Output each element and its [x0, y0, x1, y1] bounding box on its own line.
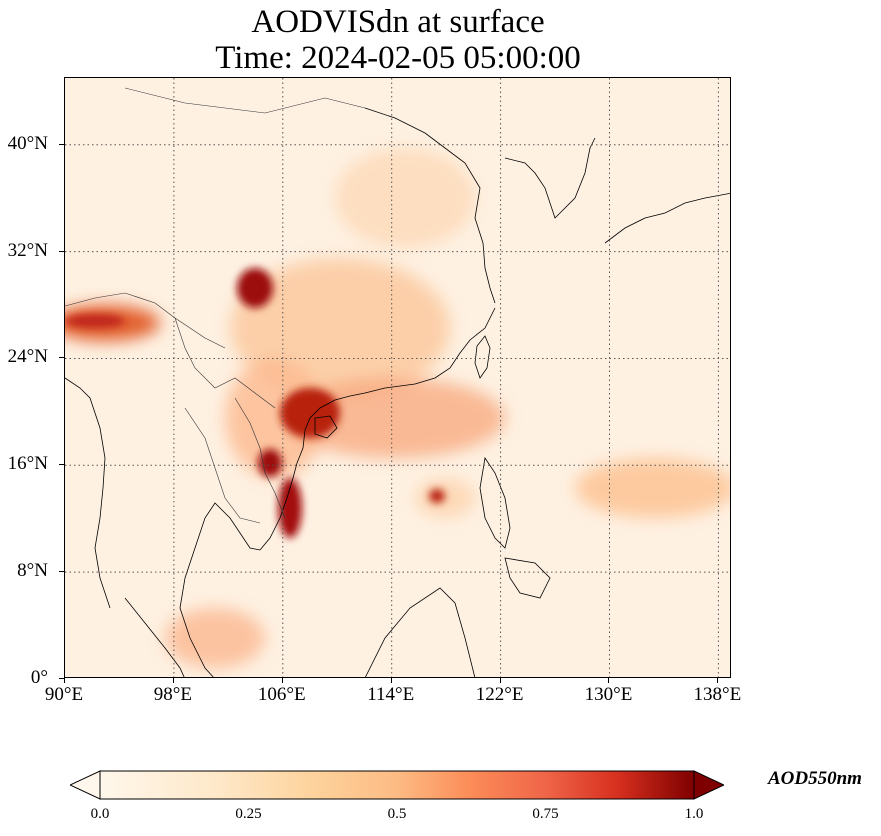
coastline-indochina [179, 502, 261, 677]
map-canvas [65, 78, 730, 677]
x-tick-label: 90°E [44, 684, 84, 705]
aod-field-plumes [65, 148, 730, 668]
coastline-japan [604, 192, 730, 244]
x-tick-label: 98°E [153, 684, 192, 705]
border-himalaya [65, 292, 226, 349]
coastline-korea [504, 137, 596, 219]
aod-hotspot-philippines [429, 489, 445, 503]
aod-plume-south-china-sea [285, 378, 505, 458]
colorbar-gradient [99, 770, 695, 800]
coastline-mindanao [504, 557, 551, 599]
title-line-2: Time: 2024-02-05 05:00:00 [215, 40, 581, 76]
colorbar [68, 770, 726, 800]
colorbar-tick-label: 0.75 [532, 806, 559, 822]
aod-hotspot-gulf-tonkin [280, 388, 340, 438]
country-borders [65, 87, 366, 524]
coastline-bay-bengal [65, 377, 111, 609]
coastline-sumatra [124, 597, 185, 677]
aod-plume-luzon-strait [415, 478, 475, 518]
x-tick-label: 114°E [367, 684, 415, 705]
colorbar-tick-label: 1.0 [684, 806, 704, 822]
x-tick-mark [281, 678, 283, 683]
title-line-1: AODVISdn at surface [251, 4, 545, 40]
aod-plume-north-china [335, 148, 475, 248]
y-tick-label: 40°N [7, 132, 48, 154]
aod-hotspot-tibet [65, 314, 125, 328]
aod-plume-malacca [165, 608, 265, 668]
x-tick-mark [608, 678, 610, 683]
y-tick-label: 24°N [7, 346, 48, 368]
y-tick-label: 8°N [17, 560, 48, 582]
aod-hotspot-chengdu [237, 268, 273, 308]
y-tick-mark [59, 357, 64, 359]
colorbar-tick-label: 0.5 [387, 806, 407, 822]
aod-plume-yunnan [225, 358, 325, 478]
x-tick-label: 106°E [257, 684, 306, 705]
aod-field-hotspots [65, 268, 445, 538]
y-tick-mark [59, 571, 64, 573]
coastline-hainan [314, 415, 338, 439]
aod-hotspot-vietnam-north [258, 449, 282, 477]
colorbar-label: AOD550nm [768, 768, 862, 789]
colorbar-tick-label: 0.25 [235, 806, 262, 822]
colorbar-extend-low [68, 770, 101, 800]
coastline-borneo [365, 587, 476, 677]
x-tick-label: 122°E [475, 684, 524, 705]
x-tick-mark [717, 678, 719, 683]
border-myanmar-china [174, 317, 276, 409]
x-tick-mark [390, 678, 392, 683]
map-panel [64, 77, 731, 678]
x-tick-mark [64, 678, 65, 683]
coastline-taiwan [474, 335, 491, 379]
coastline-bohai [364, 107, 496, 304]
x-tick-label: 138°E [693, 684, 742, 705]
colorbar-extend-high [693, 770, 726, 800]
colorbar-tick-label: 0.0 [90, 806, 110, 822]
aod-hotspot-vietnam-central [278, 478, 302, 538]
border-thailand-cambodia [184, 407, 261, 524]
x-tick-mark [172, 678, 174, 683]
y-tick-label: 16°N [7, 453, 48, 475]
x-tick-mark [499, 678, 501, 683]
coastline-luzon [479, 456, 511, 549]
y-tick-mark [59, 464, 64, 466]
y-tick-mark [59, 250, 64, 252]
aod-plume-pacific [575, 458, 730, 518]
y-tick-label: 0° [30, 667, 48, 688]
x-tick-label: 130°E [584, 684, 633, 705]
gridlines [65, 78, 730, 677]
border-mongolia [124, 87, 366, 114]
y-tick-mark [59, 143, 64, 145]
chart-title: AODVISdn at surface Time: 2024-02-05 05:… [64, 4, 732, 76]
colorbar-canvas [68, 770, 726, 800]
y-tick-label: 32°N [7, 239, 48, 261]
y-tick-mark [59, 678, 64, 679]
border-laos-vietnam [234, 397, 286, 519]
